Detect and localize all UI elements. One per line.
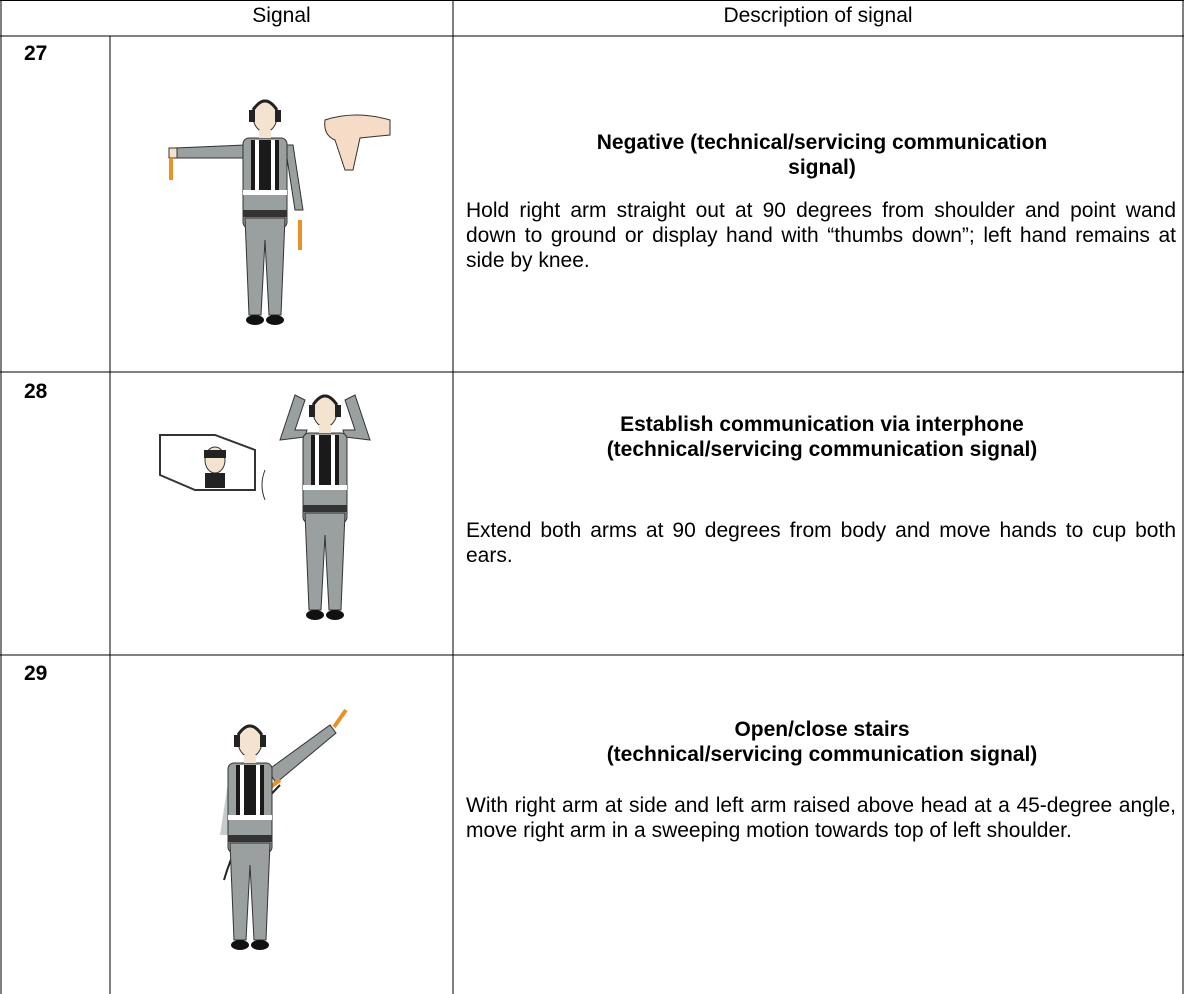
title-line: (technical/servicing communication signa… [606, 438, 1038, 461]
row-description: Extend both arms at 90 degrees from body… [466, 519, 1176, 567]
row-number: 28 [24, 380, 48, 403]
title-line: Open/close stairs [734, 718, 910, 741]
row-title: Establish communication via interphone (t… [466, 412, 1178, 462]
row-title: Negative (technical/servicing communicat… [466, 130, 1178, 180]
header-signal: Signal [252, 4, 311, 27]
illustration-29 [220, 708, 348, 952]
row-description: With right arm at side and left arm rais… [466, 794, 1176, 842]
title-line: Establish communication via interphone [620, 413, 1024, 436]
row-number: 29 [24, 662, 48, 685]
row-title: Open/close stairs (technical/servicing co… [466, 717, 1178, 767]
header-description: Description of signal [723, 4, 913, 27]
title-line: (technical/servicing communication signa… [606, 743, 1038, 766]
row-number: 27 [24, 42, 48, 65]
row-description: Hold right arm straight out at 90 degree… [466, 199, 1176, 272]
illustration-27 [168, 98, 391, 327]
illustration-28 [159, 393, 371, 622]
title-line: Negative (technical/servicing communicat… [596, 131, 1048, 154]
title-line: signal) [788, 156, 856, 179]
